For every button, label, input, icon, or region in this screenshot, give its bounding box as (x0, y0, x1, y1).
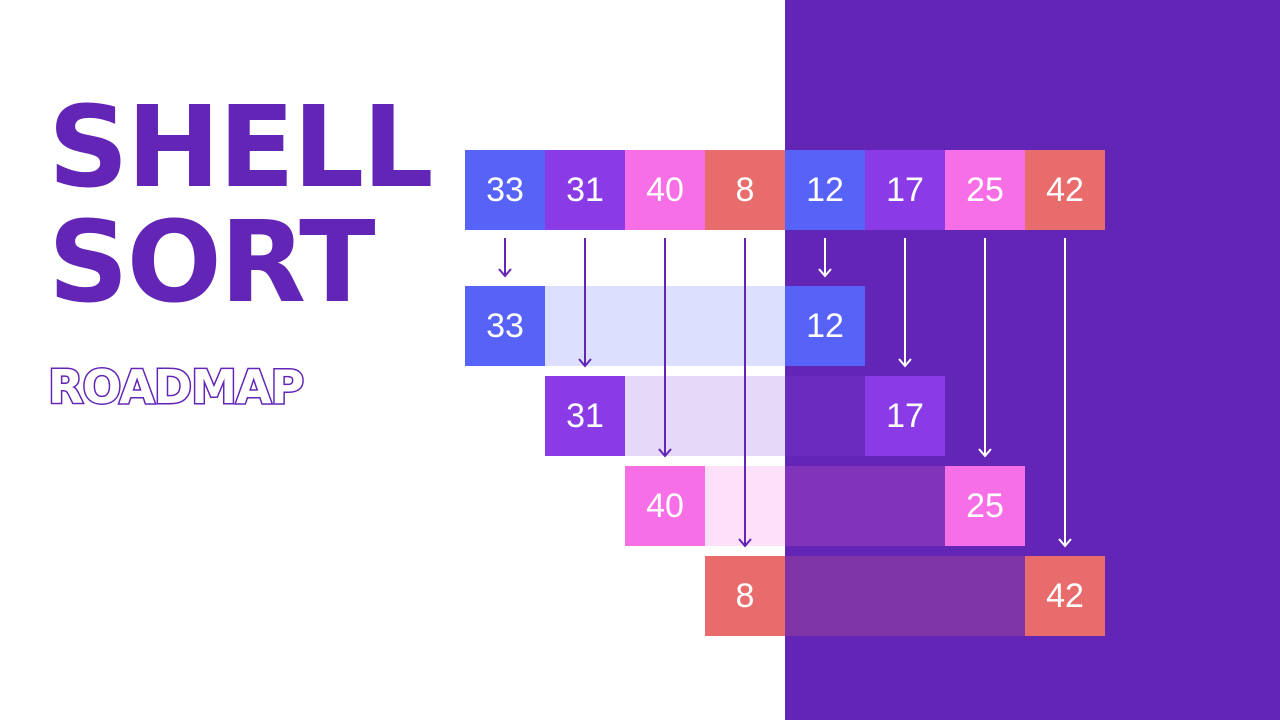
group-cell: 25 (945, 466, 1025, 546)
arrow-down-icon (818, 238, 832, 278)
group-cell: 12 (785, 286, 865, 366)
group-cell: 40 (625, 466, 705, 546)
arrow-down-icon (738, 238, 752, 548)
group-cell: 8 (705, 556, 785, 636)
subtitle: ROADMAP (46, 360, 305, 414)
arrow-down-icon (658, 238, 672, 458)
group-band-2 (625, 376, 785, 456)
array-cell: 33 (465, 150, 545, 230)
arrow-down-icon (978, 238, 992, 458)
group-cell: 33 (465, 286, 545, 366)
arrow-down-icon (1058, 238, 1072, 548)
arrow-down-icon (898, 238, 912, 368)
array-cell: 17 (865, 150, 945, 230)
group-band-2-dark (785, 376, 865, 456)
group-cell: 31 (545, 376, 625, 456)
array-cell: 42 (1025, 150, 1105, 230)
group-cell: 42 (1025, 556, 1105, 636)
group-band-4-dark (785, 556, 1025, 636)
array-cell: 40 (625, 150, 705, 230)
group-band-3-dark (785, 466, 945, 546)
array-cell: 8 (705, 150, 785, 230)
group-cell: 17 (865, 376, 945, 456)
title-line-2: SORT (48, 198, 375, 328)
array-cell: 12 (785, 150, 865, 230)
array-cell: 25 (945, 150, 1025, 230)
array-cell: 31 (545, 150, 625, 230)
title-line-1: SHELL (48, 83, 434, 213)
arrow-down-icon (578, 238, 592, 368)
arrow-down-icon (498, 238, 512, 278)
